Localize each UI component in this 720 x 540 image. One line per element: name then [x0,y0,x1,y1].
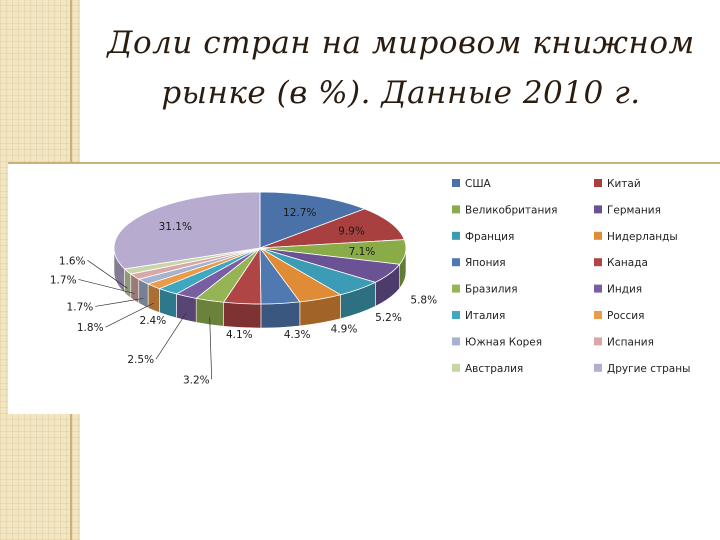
chart-panel: 12.7% 9.9% 7.1% 5.8% 5.2% 4.9% 4.3% 4.1% 3.2% 2.5… [8,164,720,414]
data-label-6: 4.3% [284,329,311,341]
legend-label-11: Россия [607,310,644,322]
data-label-5: 4.9% [331,324,358,336]
leader-line-9 [155,312,187,360]
legend-swatch-15 [594,363,602,372]
legend-swatch-14 [452,363,460,372]
title-line-1: Доли стран на мировом книжном [107,25,695,61]
leader-line-8 [209,317,213,380]
legend-label-12: Южная Корея [465,336,542,348]
legend-swatch-11 [594,311,602,319]
pie-slice-1 [259,208,405,249]
legend-label-9: Индия [607,284,642,296]
leader-line-12 [95,298,144,307]
data-label-3: 5.8% [410,294,437,306]
legend-label-6: Япония [465,257,506,269]
legend-label-3: Германия [607,204,661,216]
legend-swatch-1 [594,179,602,187]
pie-slice-15 [113,191,261,270]
legend-swatch-3 [594,205,602,214]
pie-side-6 [260,301,301,329]
data-label-8: 3.2% [183,374,210,386]
data-label-15: 31.1% [159,221,192,233]
legend-swatch-2 [452,205,460,214]
slide-title: Доли стран на мировом книжном рынке (в %… [96,18,706,118]
legend: США Китай Великобритания Германия Франция Нид… [452,178,690,375]
leader-line-14 [87,260,128,289]
data-label-9: 2.5% [127,354,154,366]
data-label-2: 7.1% [349,246,376,258]
chart-top-divider [8,162,720,164]
legend-swatch-0 [452,179,460,187]
legend-swatch-7 [594,258,602,267]
data-label-12: 1.7% [67,301,94,313]
data-label-4: 5.2% [375,312,402,324]
data-label-1: 9.9% [338,226,365,238]
legend-swatch-10 [452,311,460,319]
title-line-2: рынке (в %). Данные 2010 г. [161,75,641,111]
legend-label-10: Италия [465,310,505,322]
data-label-14: 1.6% [59,255,86,267]
legend-label-7: Канада [607,257,648,269]
legend-label-1: Китай [607,178,641,190]
data-label-0: 12.7% [283,207,316,219]
legend-label-0: США [465,178,492,190]
leader-line-11 [105,302,154,328]
data-label-7: 4.1% [226,329,253,341]
pie-top-layer [113,191,407,305]
legend-label-4: Франция [465,231,514,243]
legend-label-13: Испания [607,336,654,348]
pie-label-layer: 12.7% 9.9% 7.1% 5.8% 5.2% 4.9% 4.3% 4.1% 3.2% 2.5… [50,207,437,386]
legend-label-14: Австралия [465,363,523,375]
legend-swatch-12 [452,337,460,346]
pie-slice-0 [259,191,366,249]
data-label-13: 1.7% [50,274,77,286]
legend-swatch-5 [594,231,602,240]
legend-label-2: Великобритания [465,204,558,216]
legend-label-5: Нидерланды [607,231,678,243]
legend-label-15: Другие страны [607,363,690,375]
data-label-10: 2.4% [140,315,167,327]
pie-chart: 12.7% 9.9% 7.1% 5.8% 5.2% 4.9% 4.3% 4.1% 3.2% 2.5… [50,178,690,386]
legend-swatch-8 [452,284,460,293]
legend-swatch-9 [594,284,602,293]
legend-swatch-13 [594,337,602,346]
legend-swatch-4 [452,231,460,240]
pie-side-7 [223,301,262,329]
leader-line-13 [78,279,135,294]
legend-swatch-6 [452,258,460,267]
data-label-11: 1.8% [77,322,104,334]
legend-label-8: Бразилия [465,284,518,296]
